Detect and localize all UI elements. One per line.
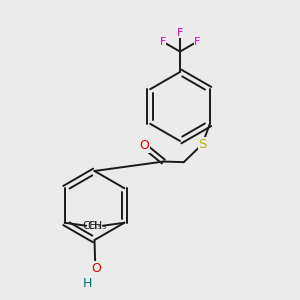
- Text: F: F: [159, 37, 166, 46]
- Text: CH₃: CH₃: [82, 221, 101, 231]
- Text: CH₃: CH₃: [88, 221, 107, 231]
- Text: H: H: [83, 277, 92, 290]
- Text: O: O: [91, 262, 101, 275]
- Text: S: S: [198, 138, 207, 151]
- Text: F: F: [194, 37, 201, 46]
- Text: O: O: [140, 139, 149, 152]
- Text: F: F: [177, 28, 183, 38]
